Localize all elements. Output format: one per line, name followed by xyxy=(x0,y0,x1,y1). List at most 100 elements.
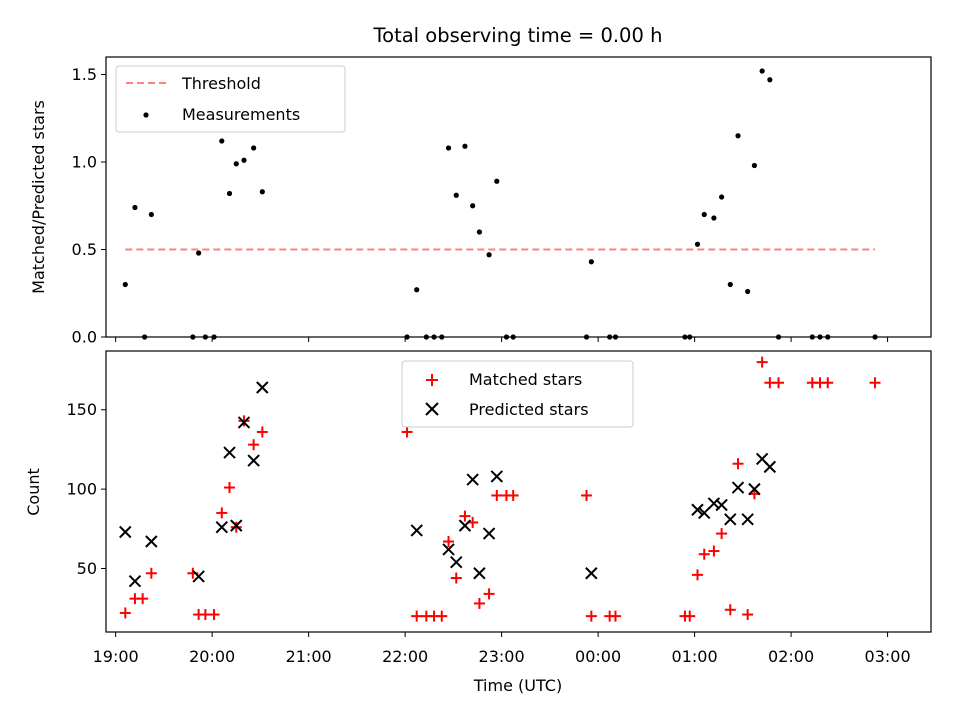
top-y-tick-label: 0.0 xyxy=(72,328,97,347)
matched-star-point xyxy=(459,510,471,522)
measurement-point xyxy=(132,204,138,211)
matched-star-point xyxy=(137,593,149,605)
matched-star-point xyxy=(756,356,768,368)
predicted-star-point xyxy=(585,567,598,580)
predicted-star-point xyxy=(482,527,496,540)
measurement-point xyxy=(251,145,257,151)
predicted-star-point xyxy=(473,567,486,580)
top-y-ticks: 0.0 0.5 1.0 1.5 xyxy=(72,65,106,347)
legend-measurements-label: Measurements xyxy=(182,105,300,124)
legend-predicted-swatch xyxy=(425,402,439,416)
measurement-point xyxy=(453,192,459,198)
matched-star-point xyxy=(216,507,228,519)
matched-star-point xyxy=(450,572,462,584)
predicted-star-point xyxy=(490,470,503,483)
matched-star-point xyxy=(224,482,236,494)
matched-star-point xyxy=(822,377,834,389)
predicted-star-point xyxy=(119,525,132,539)
matched-star-point xyxy=(691,569,703,581)
predicted-star-point xyxy=(748,482,761,496)
measurement-point xyxy=(751,162,758,169)
bottom-x-tick-label: 00:00 xyxy=(575,647,621,666)
measurement-point xyxy=(486,252,492,258)
predicted-star-point xyxy=(741,513,754,526)
measurement-point xyxy=(759,68,765,74)
matched-star-point xyxy=(443,536,455,548)
legend-predicted-label: Predicted stars xyxy=(469,400,589,419)
bottom-legend-box xyxy=(401,360,634,428)
matched-star-point xyxy=(483,588,495,600)
matched-star-point xyxy=(773,377,785,389)
predicted-star-point xyxy=(442,543,455,556)
predicted-star-point xyxy=(237,416,251,429)
matched-star-point xyxy=(256,426,268,438)
measurement-point xyxy=(745,288,751,295)
measurement-point xyxy=(701,211,707,218)
measurement-point xyxy=(694,241,701,247)
measurement-point xyxy=(226,190,233,197)
top-x-ticks xyxy=(115,337,889,342)
predicted-star-point xyxy=(450,555,463,569)
predicted-star-point xyxy=(731,481,745,494)
predicted-star-point xyxy=(763,460,777,474)
measurement-point xyxy=(735,133,741,139)
predicted-star-point xyxy=(724,513,737,526)
predicted-star-point xyxy=(256,381,269,394)
measurement-point xyxy=(711,215,717,221)
bottom-y-ticks: 50 100 150 xyxy=(66,400,106,578)
top-y-tick-label: 1.5 xyxy=(72,65,97,84)
matched-star-point xyxy=(145,567,157,579)
measurement-point xyxy=(445,145,452,151)
bottom-plot-area xyxy=(119,356,881,622)
measurement-point xyxy=(719,194,725,200)
measurement-point xyxy=(588,259,594,265)
bottom-x-tick-label: 22:00 xyxy=(382,647,428,666)
bottom-x-tick-label: 21:00 xyxy=(286,647,332,666)
matched-star-point xyxy=(698,548,710,560)
legend-threshold-label: Threshold xyxy=(181,74,261,93)
matched-star-point xyxy=(507,489,519,501)
predicted-star-point xyxy=(466,473,479,486)
measurement-point xyxy=(196,250,202,256)
predicted-star-point xyxy=(707,497,721,510)
matched-star-point xyxy=(708,545,720,557)
matched-star-point xyxy=(119,607,131,619)
top-legend-box xyxy=(115,65,346,133)
matched-star-point xyxy=(742,609,754,621)
bottom-x-tick-label: 23:00 xyxy=(479,647,525,666)
bottom-y-tick-label: 150 xyxy=(66,400,97,419)
predicted-star-point xyxy=(192,570,205,583)
matched-star-point xyxy=(238,415,250,427)
matched-star-point xyxy=(609,610,621,622)
matched-star-point xyxy=(684,610,696,622)
measurement-point xyxy=(233,161,239,167)
matched-star-point xyxy=(585,610,597,622)
measurement-point xyxy=(462,143,468,149)
bottom-x-ticks: 19:00 20:00 21:00 22:00 23:00 00:00 01:00 02:00… xyxy=(93,632,911,666)
predicted-star-point xyxy=(215,521,228,534)
matched-star-point xyxy=(473,597,485,609)
matched-star-point xyxy=(581,489,593,501)
measurement-point xyxy=(148,211,154,218)
legend-matched-swatch xyxy=(426,374,438,386)
measurement-point xyxy=(470,203,476,209)
top-y-tick-label: 0.5 xyxy=(72,240,97,259)
predicted-star-point xyxy=(230,519,243,532)
legend-measurements-swatch xyxy=(143,112,149,118)
bottom-y-tick-label: 100 xyxy=(66,480,97,499)
bottom-x-tick-label: 03:00 xyxy=(865,647,911,666)
bottom-legend: Matched stars Predicted stars xyxy=(401,360,634,428)
matched-star-point xyxy=(411,610,423,622)
top-y-tick-label: 1.0 xyxy=(72,153,97,172)
top-y-axis-label: Matched/Predicted stars xyxy=(29,100,48,294)
bottom-axes-frame xyxy=(105,350,932,633)
bottom-x-tick-label: 19:00 xyxy=(93,647,139,666)
bottom-x-tick-label: 02:00 xyxy=(768,647,814,666)
legend-matched-label: Matched stars xyxy=(469,370,582,389)
matched-star-point xyxy=(869,377,881,389)
predicted-star-point xyxy=(715,498,728,512)
matched-star-point xyxy=(491,489,503,501)
bottom-x-tick-label: 01:00 xyxy=(672,647,718,666)
measurement-point xyxy=(414,287,420,293)
x-axis-label: Time (UTC) xyxy=(473,676,562,695)
